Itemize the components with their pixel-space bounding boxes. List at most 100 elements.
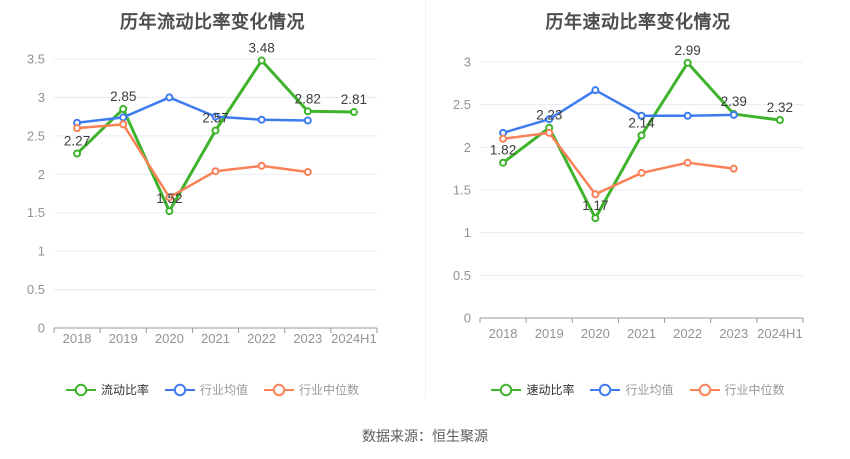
legend-marker-circle [272,383,286,397]
data-point-current-ratio [303,107,312,116]
data-point-industry-mean [165,93,174,102]
x-axis-label: 2018 [63,331,92,346]
series-line-industry-median [75,123,310,199]
legend-marker-blue [590,383,621,397]
x-axis-label: 2024H1 [757,326,803,341]
x-axis-label: 2019 [535,326,564,341]
y-axis-tick-label: 2 [38,167,45,182]
data-point-industry-mean [683,111,692,120]
data-label: 2.27 [64,134,90,149]
legend-item-industry-median[interactable]: 行业中位数 [689,383,785,397]
chart-title-quick-ratio: 历年速动比率变化情况 [545,12,731,32]
data-point-industry-mean [119,113,128,122]
data-point-current-ratio [119,104,128,113]
data-label: 2.81 [341,92,367,107]
data-point-industry-mean [545,115,554,124]
y-axis-tick-label: 1 [464,225,471,240]
data-label: 2.99 [675,43,701,58]
legend-item-industry-median[interactable]: 行业中位数 [264,383,359,397]
charts-row: 历年流动比率变化情况 0 0.5 1 1.5 2 2.5 3 3.5 2018 2019 2020 2… [0,0,850,398]
data-point-quick-ratio [775,116,784,125]
y-axis-tick-label: 2 [464,140,471,155]
legend-item-industry-mean[interactable]: 行业均值 [164,383,248,397]
legend-label: 行业均值 [625,383,674,397]
legend-marker-circle [173,383,187,397]
x-axis-label: 2021 [201,331,230,346]
legend-label: 速动比率 [526,383,575,397]
data-label: 1.17 [582,198,608,213]
y-axis-tick-label: 2.5 [27,128,45,143]
legend-marker-circle [74,383,88,397]
y-axis-tick-label: 3 [38,90,45,105]
data-label: 2.32 [767,100,793,115]
legend-current-ratio: 流动比率 行业均值 行业中位数 [0,382,425,398]
data-label: 2.39 [721,94,747,109]
data-point-industry-mean [257,115,266,124]
data-point-industry-median [211,167,220,176]
y-axis-tick-label: 1.5 [453,183,471,198]
data-point-industry-mean [211,112,220,121]
data-point-quick-ratio [683,58,692,67]
legend-item-quick-ratio[interactable]: 速动比率 [491,383,574,397]
quick-ratio-chart-panel: 历年速动比率变化情况 0 0.5 1 1.5 2 2.5 3 2018 2019 2020 2021… [425,0,850,398]
data-point-industry-median [591,190,600,199]
y-axis-tick-label: 0 [464,311,471,326]
legend-item-current-ratio[interactable]: 流动比率 [65,383,149,397]
x-axis-label: 2021 [627,326,656,341]
series-line-industry-median [501,131,736,196]
data-point-industry-median [637,168,646,177]
legend-marker-green [65,383,96,397]
legend-label: 行业均值 [199,383,248,397]
data-point-industry-median [683,158,692,167]
x-axis-label: 2019 [109,331,138,346]
current-ratio-chart-panel: 历年流动比率变化情况 0 0.5 1 1.5 2 2.5 3 3.5 2018 2019 2020 2… [0,0,425,398]
data-point-current-ratio [73,149,82,158]
data-point-industry-mean [637,111,646,120]
data-point-industry-median [303,167,312,176]
chart-title-current-ratio: 历年流动比率变化情况 [120,12,305,32]
x-axis-label: 2020 [581,326,610,341]
data-label: 2.85 [110,89,136,104]
data-label: 2.82 [295,91,321,106]
data-point-industry-median [499,134,508,143]
legend-marker-circle [698,383,711,397]
data-label: 2.23 [536,108,562,123]
quick-ratio-line-chart: 0 0.5 1 1.5 2 2.5 3 2018 2019 2020 2021 2022 2023 202… [453,43,804,341]
y-axis-tick-label: 1 [38,244,45,259]
data-point-current-ratio [165,207,174,216]
data-point-industry-median [119,120,128,129]
series-line-quick-ratio [501,61,782,220]
data-point-current-ratio [349,108,358,117]
y-axis-tick-label: 3.5 [27,52,45,67]
x-axis-label: 2023 [719,326,748,341]
legend-quick-ratio: 速动比率 行业均值 行业中位数 [426,382,850,398]
x-axis-label: 2022 [247,331,276,346]
data-point-industry-mean [591,86,600,95]
y-axis-tick-label: 0.5 [27,282,45,297]
legend-marker-orange [689,383,720,397]
x-axis-label: 2022 [673,326,702,341]
data-point-industry-median [257,161,266,170]
legend-marker-orange [264,383,294,397]
x-axis-label: 2018 [489,326,518,341]
y-axis-tick-label: 0.5 [453,268,471,283]
y-axis-tick-label: 3 [464,55,471,70]
data-label: 3.48 [249,41,275,56]
series-line-industry-mean [501,88,736,135]
x-axis-label: 2023 [293,331,322,346]
legend-marker-blue [164,383,195,397]
data-source-label: 数据来源：恒生聚源 [362,428,488,444]
data-point-current-ratio [257,56,266,65]
data-point-industry-median [73,124,82,133]
data-point-quick-ratio [499,158,508,167]
data-point-industry-median [165,193,174,202]
series-line-industry-mean [75,96,310,125]
legend-marker-green [491,383,522,397]
legend-item-industry-mean[interactable]: 行业均值 [590,383,674,397]
data-point-industry-mean [303,116,312,125]
legend-label: 流动比率 [100,383,149,397]
data-label: 2.57 [202,110,228,125]
y-axis-tick-label: 1.5 [27,205,45,220]
x-axis-label: 2024H1 [331,331,377,346]
